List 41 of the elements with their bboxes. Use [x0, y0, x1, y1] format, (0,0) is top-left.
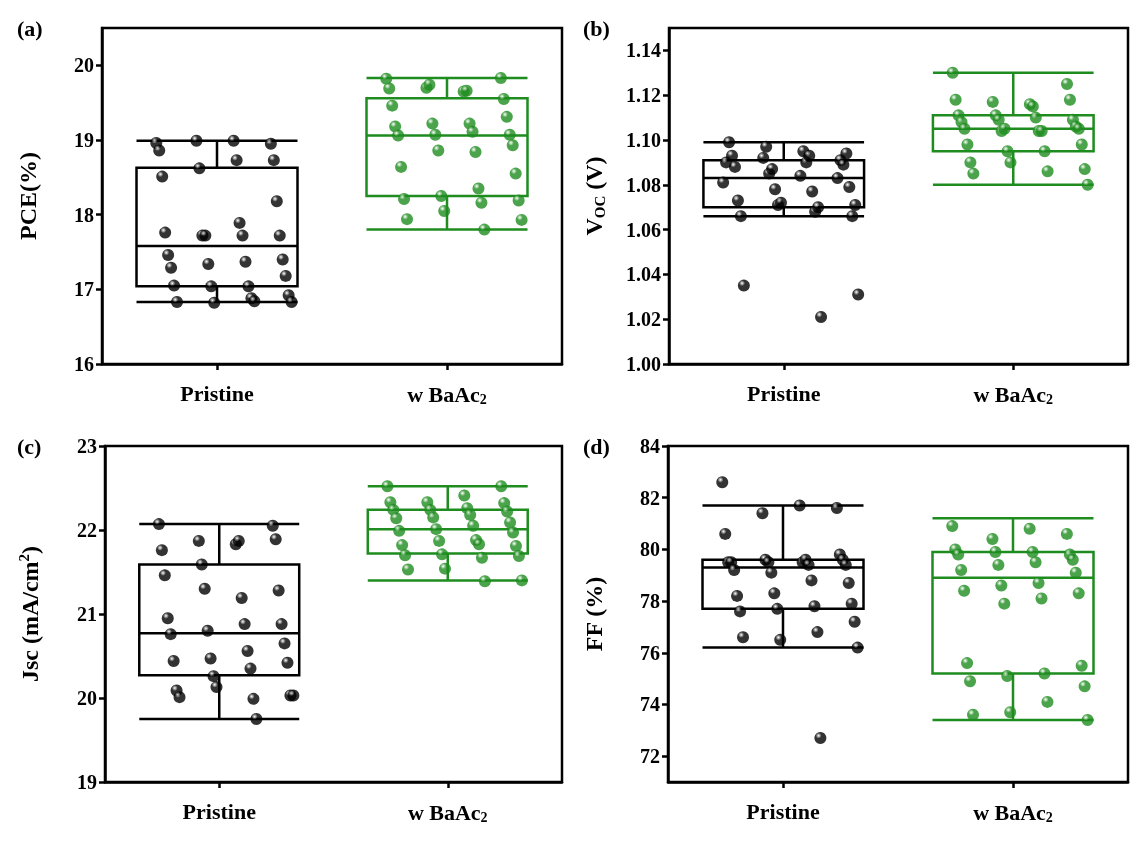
chart-title: (d)	[583, 433, 610, 459]
y-tick-label: 78	[640, 590, 660, 613]
x-tick-label: w BaAc2	[407, 799, 488, 825]
chart-title: (c)	[17, 433, 42, 459]
y-tick-label: 1.02	[626, 308, 661, 331]
x-tick-label: w BaAc2	[407, 381, 487, 407]
y-tick-label: 84	[640, 435, 660, 457]
y-tick-label: 1.14	[626, 39, 661, 62]
y-tick-label: 21	[77, 603, 97, 625]
x-tick-label: Pristine	[747, 380, 821, 406]
y-tick-label: 80	[640, 538, 660, 561]
y-tick-label: 1.08	[626, 173, 661, 196]
y-tick-label: 1.00	[626, 353, 661, 375]
y-axis-title: VOC (V)	[581, 156, 608, 236]
y-tick-label: 20	[77, 687, 97, 709]
y-tick-label: 1.10	[626, 129, 661, 151]
x-tick-label: Pristine	[180, 380, 254, 406]
y-tick-label: 23	[77, 435, 97, 457]
y-tick-label: 72	[640, 745, 660, 768]
y-tick-label: 17	[74, 278, 94, 301]
y-tick-label: 74	[640, 693, 660, 716]
y-axis-title: PCE(%)	[15, 152, 41, 240]
y-axis-title: Jsc (mA/cm2)	[15, 545, 43, 683]
y-tick-label: 76	[640, 641, 660, 664]
x-tick-label: w BaAc2	[973, 381, 1054, 407]
y-axis-title: FF (%)	[581, 576, 607, 652]
y-tick-label: 19	[74, 129, 94, 151]
chart-title: (a)	[17, 15, 43, 41]
y-tick-label: 1.06	[626, 218, 661, 241]
x-tick-label: Pristine	[746, 798, 820, 824]
chart-title: (b)	[583, 15, 610, 41]
y-tick-label: 1.04	[626, 263, 661, 286]
x-tick-label: w BaAc2	[973, 799, 1053, 825]
y-tick-label: 19	[77, 771, 97, 793]
y-tick-label: 1.12	[626, 84, 661, 107]
y-tick-label: 16	[74, 353, 94, 375]
y-tick-label: 18	[74, 203, 94, 226]
y-tick-label: 22	[77, 519, 97, 541]
y-tick-label: 20	[74, 54, 94, 77]
y-tick-label: 82	[640, 486, 660, 509]
x-tick-label: Pristine	[182, 798, 257, 824]
